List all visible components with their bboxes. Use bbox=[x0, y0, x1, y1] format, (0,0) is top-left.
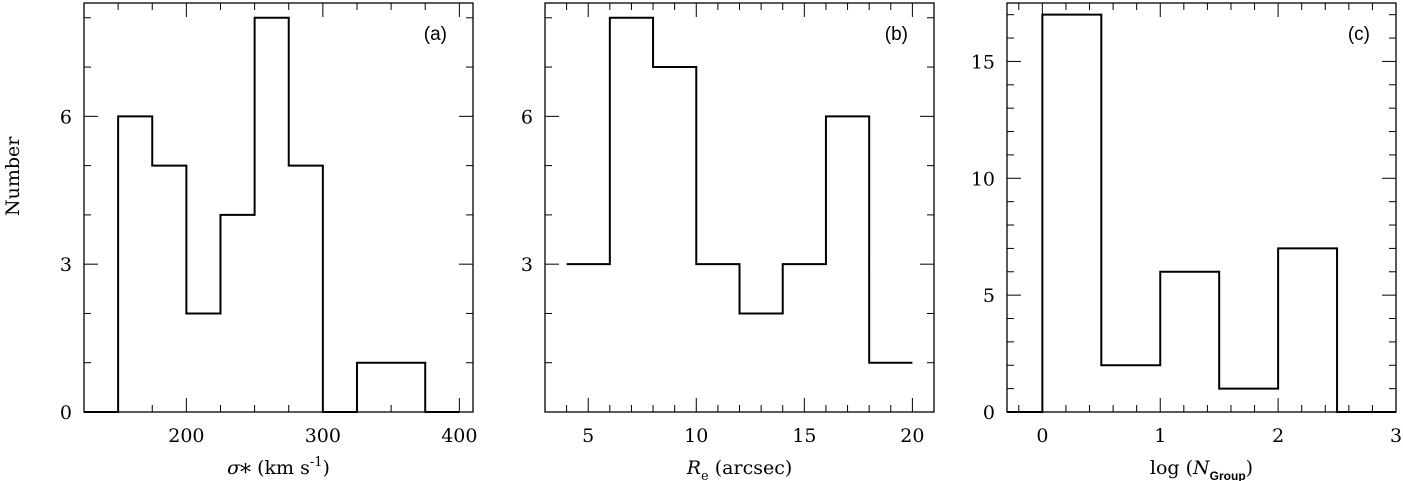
histogram-outline bbox=[566, 16, 913, 364]
histogram-bar bbox=[740, 313, 783, 412]
histogram-bar bbox=[1278, 248, 1337, 412]
histogram-bar bbox=[1160, 272, 1219, 412]
histogram-outline bbox=[84, 16, 460, 413]
y-tick-label: 15 bbox=[971, 51, 995, 73]
x-tick-label: 0 bbox=[1036, 425, 1048, 447]
histogram-bar bbox=[186, 313, 220, 412]
y-tick-label: 5 bbox=[983, 285, 995, 307]
histogram-bar bbox=[1219, 389, 1278, 412]
histogram-bar bbox=[152, 166, 186, 412]
panel-c: 0 1 2 3 0 5 10 15 (c) log (NGroup) bbox=[971, 2, 1402, 481]
histogram-bar bbox=[289, 166, 323, 412]
x-tick-label: 200 bbox=[168, 425, 204, 447]
y-tick-label: 6 bbox=[60, 106, 72, 128]
plot-frame bbox=[83, 2, 474, 413]
histogram-outline bbox=[1007, 13, 1396, 413]
x-axis-label: σ* (km s-1) bbox=[227, 455, 330, 481]
x-tick-label: 10 bbox=[684, 425, 708, 447]
x-tick-label: 400 bbox=[441, 425, 477, 447]
histogram-bar bbox=[255, 18, 289, 412]
y-tick-label: 3 bbox=[521, 254, 533, 276]
y-tick-label: 6 bbox=[521, 106, 533, 128]
x-tick-label: 1 bbox=[1154, 425, 1166, 447]
y-tick-label: 0 bbox=[60, 402, 72, 424]
histogram-bar bbox=[567, 264, 610, 412]
x-tick-label: 5 bbox=[582, 425, 594, 447]
x-axis-label: Re (arcsec) bbox=[686, 457, 793, 481]
histogram-bar bbox=[1042, 15, 1101, 412]
histogram-bar bbox=[610, 18, 653, 412]
plot-frame bbox=[1006, 2, 1397, 413]
panel-label: (b) bbox=[885, 24, 908, 45]
histogram-bar bbox=[696, 264, 739, 412]
panel-label: (a) bbox=[424, 24, 447, 45]
x-tick-label: 2 bbox=[1272, 425, 1284, 447]
x-tick-label: 20 bbox=[900, 425, 924, 447]
histogram-bar bbox=[826, 116, 869, 412]
x-tick-label: 15 bbox=[792, 425, 816, 447]
panel-a: 200 300 400 0 3 6 (a) σ* (km s-1) bbox=[60, 2, 477, 481]
x-tick-label: 300 bbox=[305, 425, 341, 447]
histogram-bar bbox=[391, 363, 425, 412]
histogram-bar bbox=[1101, 365, 1160, 412]
histogram-bar bbox=[220, 215, 254, 412]
panel-label: (c) bbox=[1348, 24, 1370, 45]
histogram-bar bbox=[869, 363, 912, 412]
histogram-bar bbox=[357, 363, 391, 412]
histogram-bar bbox=[653, 67, 696, 412]
x-tick-label: 3 bbox=[1390, 425, 1402, 447]
histogram-bar bbox=[783, 264, 826, 412]
y-tick-label: 0 bbox=[983, 402, 995, 424]
panel-b: 5 10 15 20 3 6 (b) Re (arcsec) bbox=[521, 2, 935, 481]
y-tick-label: 3 bbox=[60, 254, 72, 276]
x-axis-label: log (NGroup) bbox=[1150, 457, 1253, 481]
y-tick-label: 10 bbox=[971, 168, 995, 190]
histogram-bar bbox=[118, 116, 152, 412]
